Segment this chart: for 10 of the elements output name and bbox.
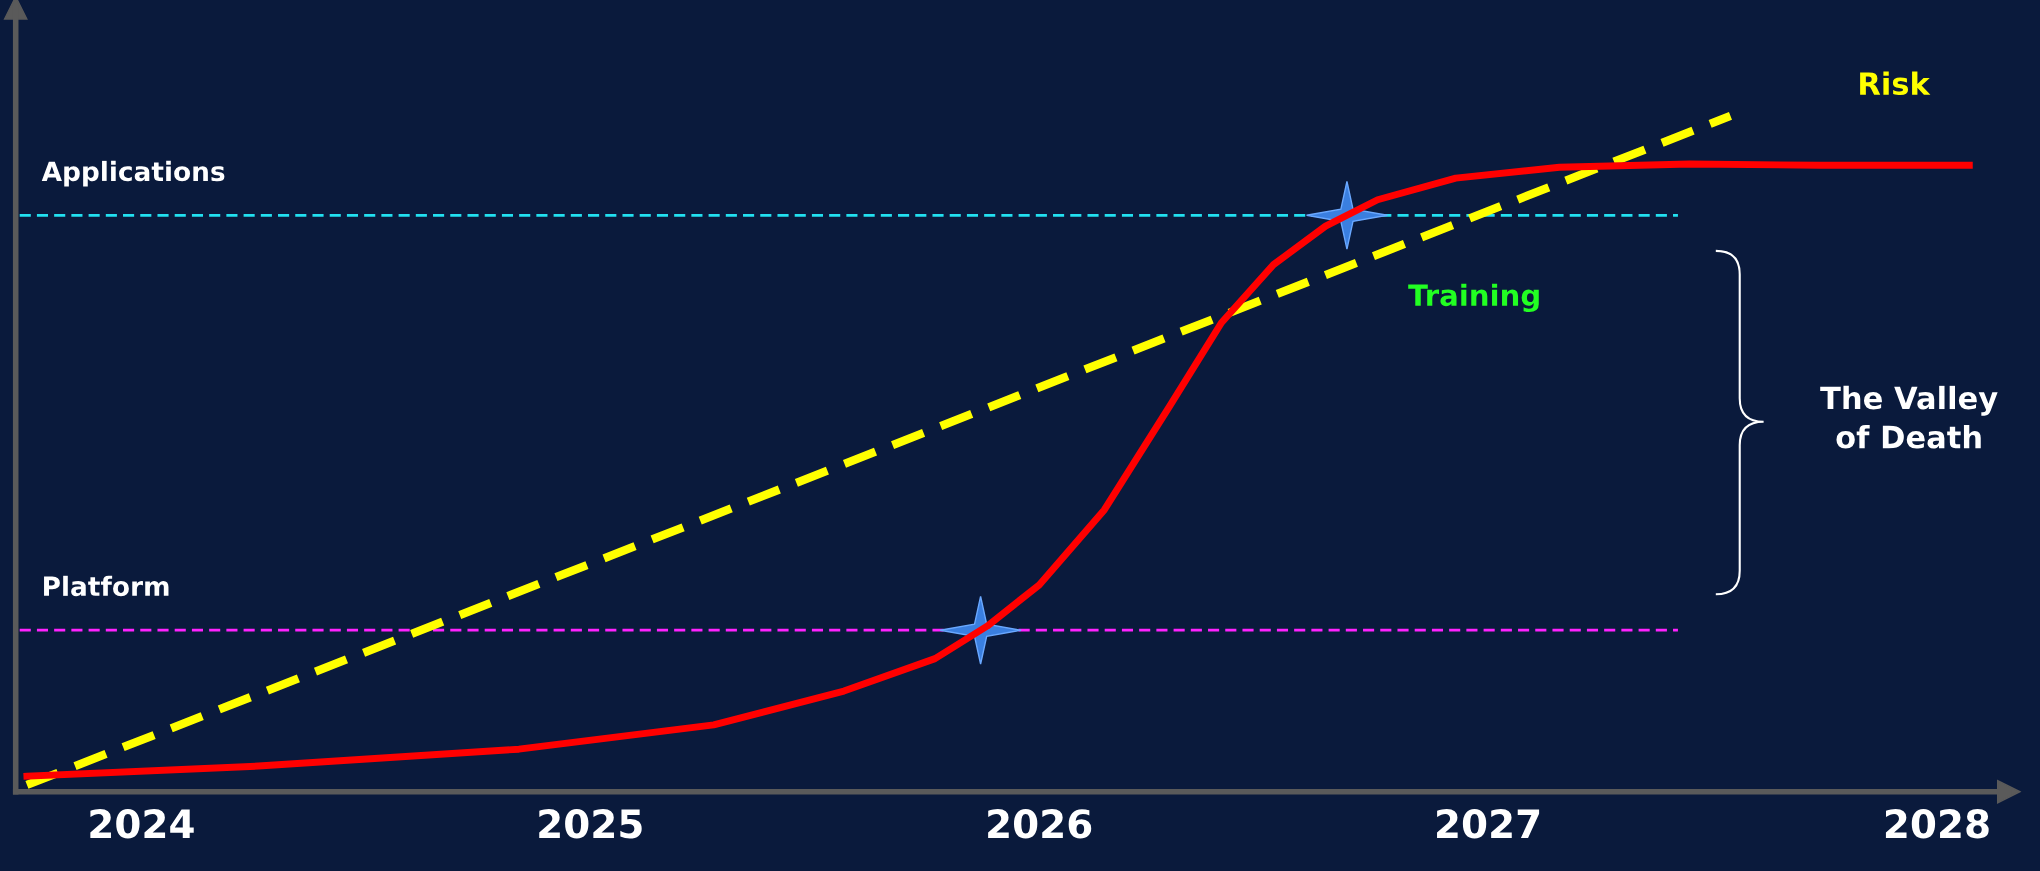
x-tick-label: 2025 xyxy=(539,809,642,839)
x-tick-label: 2026 xyxy=(988,809,1092,839)
x-tick-label: 2028 xyxy=(1885,809,1989,839)
annotation: The Valley of Death xyxy=(1820,385,1998,449)
ref-line-label: Applications xyxy=(41,160,225,187)
x-tick-label: 2024 xyxy=(90,809,194,839)
annotation: Training xyxy=(1408,283,1539,313)
ref-line-label: Platform xyxy=(44,575,169,597)
text: Risk xyxy=(1860,71,1931,96)
x-tick-label: 2027 xyxy=(1437,809,1540,839)
